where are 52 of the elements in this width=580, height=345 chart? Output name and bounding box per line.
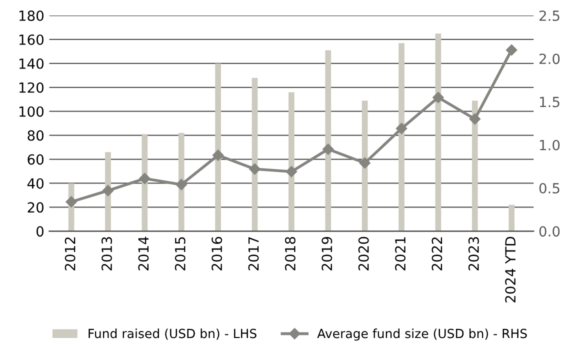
y2-tick-label: 0.5 <box>539 182 560 194</box>
x-tick-label: 2014 <box>138 236 149 270</box>
bar <box>472 100 478 232</box>
x-tick-label: 2024 YTD <box>505 236 516 302</box>
y-tick-label: 20 <box>28 202 44 213</box>
bar <box>178 132 184 232</box>
point <box>506 44 518 56</box>
point <box>139 172 150 184</box>
x-tick-label: 2012 <box>64 237 76 270</box>
x-tick-label: 2017 <box>248 237 259 270</box>
y-tick-label: 40 <box>27 178 44 189</box>
point <box>322 144 334 155</box>
y-tick-label: 180 <box>19 10 44 21</box>
x-tick-label: 2021 <box>395 237 406 270</box>
y-tick-label: 0 <box>36 226 44 237</box>
x-tick-label: 2020 <box>358 236 369 270</box>
legend-label: Fund raised (USD bn) - LHS <box>88 328 256 340</box>
y-tick-label: 160 <box>19 34 44 45</box>
x-tick-label: 2018 <box>284 236 296 270</box>
y-tick-label: 120 <box>19 82 44 93</box>
point <box>66 196 77 208</box>
x-tick-label: 2023 <box>468 237 479 270</box>
x-tick-label: 2016 <box>212 236 222 270</box>
point <box>249 163 260 175</box>
bar <box>398 43 404 232</box>
y2-tick-label: 1.0 <box>540 140 560 150</box>
bar <box>215 63 222 232</box>
y-tick-label: 140 <box>19 58 44 69</box>
y2-tick-label: 2.0 <box>539 54 560 64</box>
point <box>212 150 224 161</box>
point <box>102 185 114 196</box>
bar <box>362 100 368 232</box>
x-tick-label: 2022 <box>432 237 442 270</box>
point <box>176 178 187 190</box>
x-tick-label: 2019 <box>322 236 332 270</box>
y2-tick-label: 2.5 <box>539 10 560 21</box>
point <box>432 92 444 104</box>
bar <box>508 204 515 232</box>
y-tick-label: 80 <box>28 130 44 141</box>
point <box>286 166 298 178</box>
bar <box>325 50 332 232</box>
legend-label: Average fund size (USD bn) - RHS <box>317 328 527 341</box>
y2-tick-label: 0.0 <box>539 226 560 237</box>
bar <box>288 92 294 232</box>
y2-tick-label: 1.5 <box>540 96 560 108</box>
x-tick-label: 2015 <box>174 237 186 270</box>
x-tick-label: 2013 <box>102 237 112 270</box>
point <box>396 122 408 134</box>
y-tick-label: 60 <box>28 154 44 165</box>
point <box>359 157 370 169</box>
y-tick-label: 100 <box>19 106 44 117</box>
point <box>469 113 481 125</box>
